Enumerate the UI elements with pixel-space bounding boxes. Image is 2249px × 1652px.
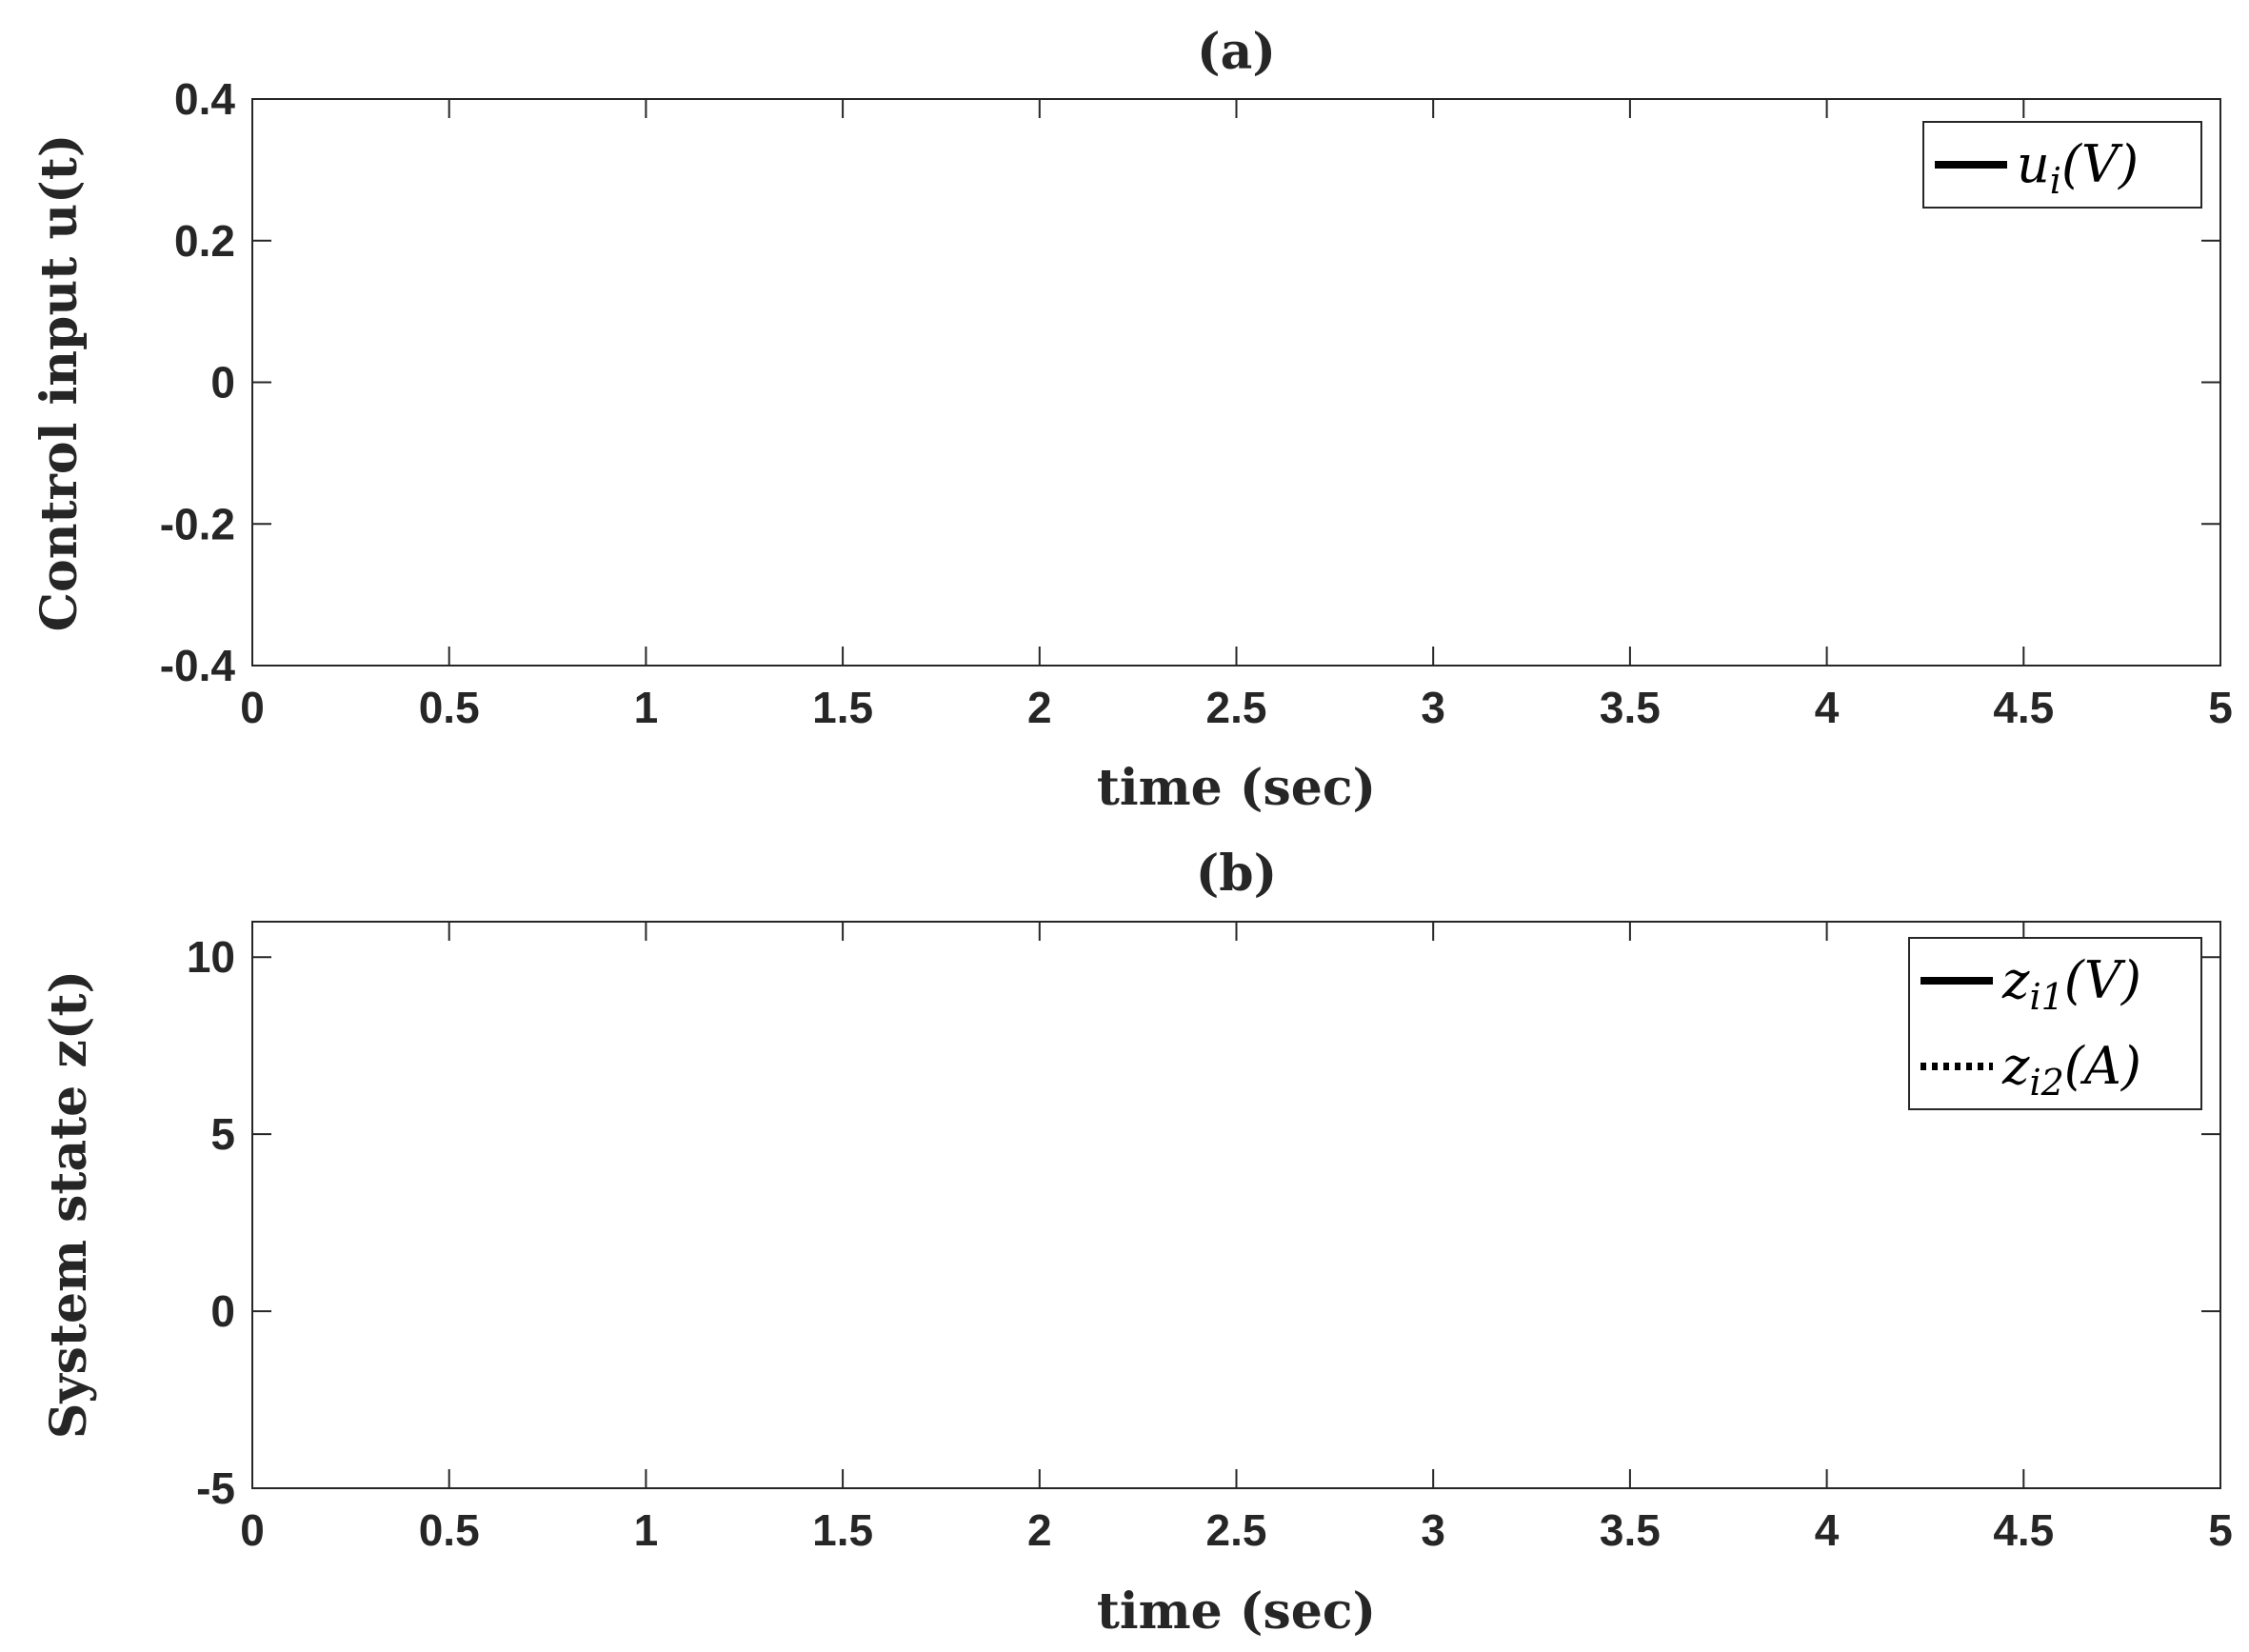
x-tick-label: 4 [1815, 683, 1840, 732]
x-tick-label: 3 [1421, 683, 1445, 732]
x-tick-label: 3.5 [1600, 683, 1661, 732]
panel-a: 0 0.5 1 1.5 2 2.5 3 3.5 4 4.5 5 -0.4 -0.2 0 0.2 0.4 (a) t… [30, 23, 2233, 817]
y-axis-label: System state z(t) [40, 970, 98, 1439]
x-tick-label: 4.5 [1993, 683, 2054, 732]
y-tick-label: 5 [210, 1109, 235, 1159]
x-tick-label: 4 [1815, 1505, 1840, 1555]
legend-entry: ui(V) [2017, 134, 2139, 202]
legend-entry: zi1(V) [2001, 950, 2141, 1018]
x-tick-label: 5 [2208, 683, 2233, 732]
x-axis-label: time (sec) [1097, 759, 1376, 817]
x-tick-label: 4.5 [1993, 1505, 2054, 1555]
legend: ui(V) [1922, 121, 2202, 209]
x-tick-label: 0.5 [419, 683, 480, 732]
x-axis-label: time (sec) [1097, 1582, 1376, 1641]
x-tick-label: 2.5 [1206, 1505, 1267, 1555]
x-tick-label: 1.5 [812, 683, 873, 732]
x-tick-label: 1 [634, 1505, 659, 1555]
legend-entry: zi2(A) [2001, 1036, 2141, 1104]
y-tick-label: 10 [187, 932, 235, 982]
x-tick-label: 2 [1027, 1505, 1052, 1555]
chart-title: (b) [1196, 845, 1278, 903]
x-tick-label: 3.5 [1600, 1505, 1661, 1555]
x-tick-label: 0.5 [419, 1505, 480, 1555]
x-tick-label: 1 [634, 683, 659, 732]
legend-box [1908, 937, 2202, 1110]
y-tick-label: 0 [210, 358, 235, 408]
x-tick-label: 2.5 [1206, 683, 1267, 732]
y-tick-label: -0.2 [160, 499, 235, 548]
x-tick-label: 2 [1027, 683, 1052, 732]
x-tick-label: 1.5 [812, 1505, 873, 1555]
x-tick-label: 0 [240, 683, 265, 732]
y-tick-label: -5 [196, 1463, 235, 1513]
y-tick-label: 0 [210, 1286, 235, 1336]
y-axis-label: Control input u(t) [30, 134, 89, 632]
x-tick-label: 0 [240, 1505, 265, 1555]
y-tick-label: -0.4 [160, 641, 236, 690]
y-tick-label: 0.4 [174, 74, 235, 124]
x-tick-label: 5 [2208, 1505, 2233, 1555]
x-tick-label: 3 [1421, 1505, 1445, 1555]
axes-box [251, 98, 2221, 667]
legend: zi1(V) zi2(A) [1908, 937, 2202, 1110]
chart-title: (a) [1197, 23, 1276, 81]
axes-box [251, 921, 2221, 1489]
y-tick-label: 0.2 [174, 216, 235, 266]
